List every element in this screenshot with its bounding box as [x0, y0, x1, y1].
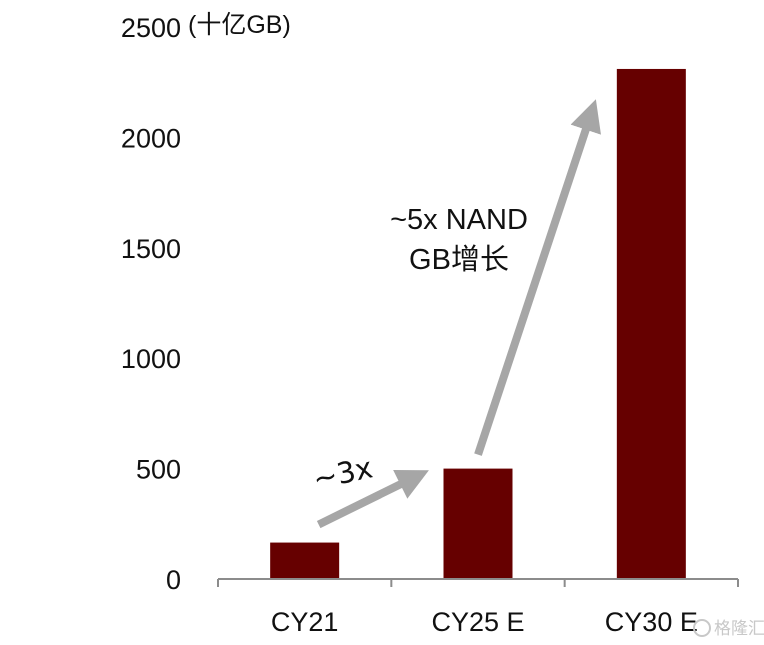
x-tick-label: CY25 E	[431, 607, 524, 637]
growth-arrow-5x	[474, 99, 601, 456]
watermark-logo-icon	[693, 619, 711, 637]
annotation-5x-line1: ~5x NAND	[390, 204, 528, 236]
bar-cy30-e	[616, 68, 686, 580]
bars-group	[270, 68, 686, 580]
bar-cy25-e	[443, 468, 513, 579]
growth-arrow-3x	[316, 470, 429, 529]
y-tick-label: 1000	[121, 344, 181, 374]
watermark: 格隆汇	[693, 619, 764, 639]
growth-arrows	[316, 99, 601, 529]
x-axis-ticks	[217, 579, 739, 587]
x-axis-labels: CY21 CY25 E CY30 E	[271, 607, 698, 637]
annotation-3x: ~3x	[310, 450, 376, 496]
watermark-text: 格隆汇	[714, 619, 764, 639]
y-tick-label: 500	[136, 455, 181, 485]
y-tick-label: 0	[166, 565, 181, 595]
y-axis-ticks: 0 500 1000 1500 2000 2500	[121, 13, 181, 595]
x-tick-label: CY21	[271, 607, 339, 637]
annotation-5x-line2: GB增长	[409, 243, 509, 276]
y-tick-label: 1500	[121, 234, 181, 264]
y-axis-unit-label: (十亿GB)	[188, 11, 291, 39]
y-tick-label: 2500	[121, 13, 181, 43]
x-tick-label: CY30 E	[605, 607, 698, 637]
bar-cy21	[270, 542, 340, 579]
y-tick-label: 2000	[121, 123, 181, 153]
